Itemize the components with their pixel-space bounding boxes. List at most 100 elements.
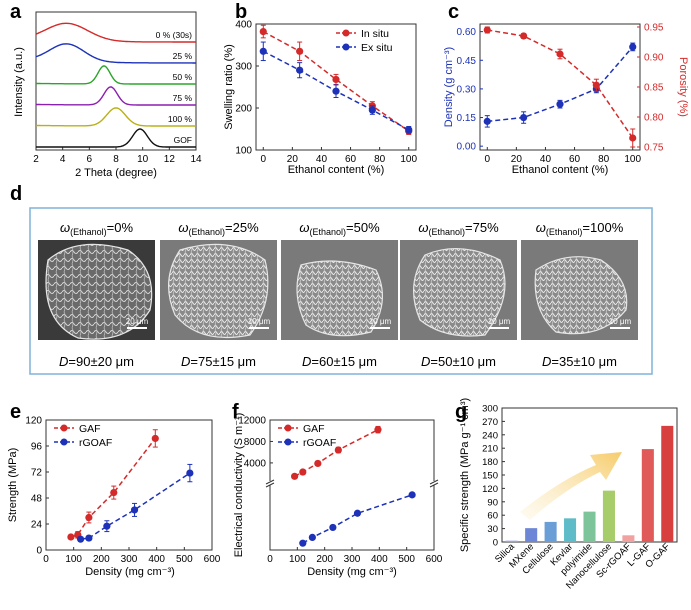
- c-point: [520, 32, 528, 40]
- g-bar-ScrGOAF: [622, 535, 635, 542]
- g-ytick-label: 60: [487, 511, 498, 522]
- c-point: [483, 26, 491, 34]
- g-ytick-label: 240: [482, 430, 498, 441]
- c-point: [556, 50, 564, 58]
- scale-bar-label: 10 μm: [488, 317, 511, 326]
- a-xtick-label: 4: [60, 154, 66, 165]
- omega: ω: [178, 220, 188, 235]
- sem-title: ω(Ethanol)=100%: [536, 220, 624, 237]
- f-axis-break-right: [429, 482, 439, 488]
- c-xtick-label: 40: [540, 154, 552, 165]
- a-curve-label: GOF: [174, 135, 192, 145]
- b-point: [405, 126, 413, 134]
- panel-a: a Intensity (a.u.) 2 Theta (degree) 2 4 6 8…: [10, 1, 202, 179]
- c-line-Porosity: [487, 29, 634, 139]
- diameter-value: =90±20 μm: [68, 354, 134, 369]
- f-axis-break-mask-right: [430, 481, 438, 485]
- b-xtick-label: 0: [260, 154, 266, 165]
- b-ytick-label: 100: [235, 146, 252, 157]
- sem-diameter: D=35±10 μm: [542, 354, 617, 369]
- panel-g-letter: g: [455, 401, 467, 423]
- g-ytick-label: 300: [482, 404, 498, 415]
- g-ytick-label: 90: [487, 497, 498, 508]
- f-point: [329, 523, 337, 532]
- a-curve-25: [35, 43, 196, 64]
- c-point: [520, 113, 528, 122]
- a-xtick-label: 12: [164, 154, 176, 165]
- f-point: [353, 509, 362, 517]
- sem-title: ω(Ethanol)=25%: [178, 220, 259, 237]
- panel-d-frame: [29, 207, 653, 375]
- c-ytick-right-label: 0.95: [644, 23, 664, 34]
- omega: ω: [536, 220, 546, 235]
- g-bar-Silica: [505, 540, 518, 542]
- a-curve-label: 50 %: [173, 72, 193, 82]
- e-xtick-label: 0: [43, 554, 49, 565]
- panel-e-letter: e: [10, 401, 21, 423]
- b-point: [332, 87, 340, 95]
- c-ytick-label: 0.15: [457, 113, 477, 124]
- panel-f-ylabel: Electrical conductivity (S m⁻¹): [233, 413, 245, 558]
- legend-f-gaf-label: GAF: [303, 423, 325, 435]
- panel-b-xlabel: Ethanol content (%): [288, 164, 385, 176]
- f-xtick-label: 300: [344, 554, 361, 565]
- g-ytick-label: 210: [482, 444, 498, 455]
- diameter-symbol: D: [302, 354, 311, 369]
- c-ytick-label: 0.45: [457, 56, 477, 67]
- b-xtick-label: 100: [400, 154, 417, 165]
- panel-f: f Electrical conductivity (S m⁻¹) Densit…: [232, 401, 443, 578]
- f-axis-break: [265, 479, 275, 485]
- c-ytick-right-label: 0.80: [644, 113, 664, 124]
- b-point: [296, 66, 304, 74]
- panel-b-legend: In situ Ex situ: [336, 28, 393, 54]
- c-ytick-right-label: 0.90: [644, 53, 664, 64]
- panel-a-letter: a: [10, 1, 22, 23]
- c-ytick-label: 0.30: [457, 84, 477, 95]
- g-bar-MXene: [525, 528, 538, 542]
- sem-fiber: [412, 247, 506, 337]
- diameter-value: =60±15 μm: [311, 354, 377, 369]
- panel-c-frame: [479, 23, 641, 151]
- f-point: [291, 472, 299, 480]
- panel-f-letter: f: [232, 401, 239, 423]
- omega-subscript: (Ethanol): [546, 227, 583, 237]
- c-xtick-label: 100: [624, 154, 641, 165]
- g-ytick-label: 120: [482, 484, 498, 495]
- legend-gaf-label: GAF: [79, 423, 101, 435]
- c-ytick-label: 0.60: [457, 27, 477, 38]
- panel-g-axes: 0 30 60 90 120 150 180 210 240 270 300: [482, 404, 505, 549]
- a-xtick-label: 10: [137, 154, 149, 165]
- f-xtick-label: 600: [426, 554, 443, 565]
- g-bar-OGAF: [661, 425, 674, 542]
- panel-b-ylabel: Swelling ratio (%): [223, 44, 235, 130]
- c-point: [556, 100, 564, 108]
- sem-diameter: D=60±15 μm: [302, 354, 377, 369]
- sem-fiber: [45, 243, 153, 340]
- e-ytick-label: 48: [31, 494, 43, 505]
- f-axis-break-right: [429, 479, 439, 485]
- panel-f-series: [291, 425, 416, 547]
- e-xtick-label: 200: [93, 554, 110, 565]
- diameter-value: =75±15 μm: [190, 354, 256, 369]
- c-xtick-label: 80: [598, 154, 610, 165]
- panel-g-bars: SilicaMXeneCelluloseKevlarpolyimideNanoc…: [493, 425, 674, 591]
- f-point: [299, 468, 307, 476]
- g-bar-LGAF: [641, 449, 654, 542]
- b-point: [259, 27, 267, 36]
- e-point: [151, 434, 159, 443]
- f-point: [314, 459, 322, 468]
- legend-in-situ-marker: [342, 29, 350, 37]
- panel-b-letter: b: [235, 1, 247, 23]
- panel-f-legend: GAF rGOAF: [278, 423, 336, 449]
- a-curve-label: 100 %: [168, 114, 193, 124]
- panel-e-series: [67, 429, 194, 543]
- c-point: [629, 43, 637, 51]
- omega-value: =75%: [465, 220, 499, 235]
- a-curve-50: [36, 65, 196, 85]
- a-curve-label: 25 %: [173, 51, 193, 61]
- e-ytick-label: 72: [31, 468, 43, 479]
- panel-c-axes: 0 20 40 60 80 100 0.00 0.15 0.30 0.45 0.60 0.75 0.80…: [457, 23, 664, 166]
- e-point: [130, 506, 139, 514]
- f-xtick-label: 0: [267, 554, 273, 565]
